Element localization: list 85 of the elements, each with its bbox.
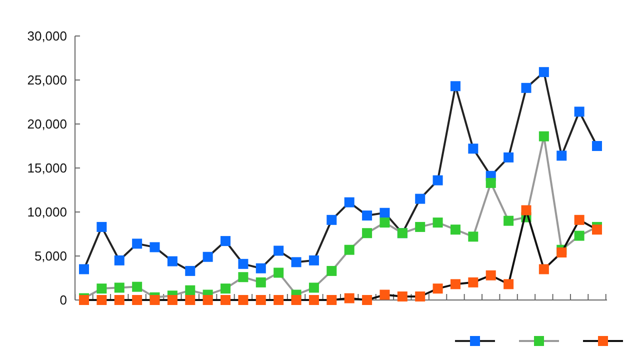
point	[468, 232, 478, 242]
point	[432, 218, 443, 228]
point	[556, 247, 567, 258]
point	[256, 263, 266, 274]
point	[504, 216, 514, 226]
y-tick-label: 30,000	[27, 28, 67, 44]
point	[238, 295, 248, 305]
point	[450, 279, 460, 290]
point	[150, 295, 160, 305]
point	[450, 224, 460, 235]
point	[202, 295, 213, 305]
point	[574, 214, 584, 225]
point	[468, 277, 478, 288]
point	[362, 228, 372, 238]
point	[380, 208, 390, 218]
point	[432, 175, 443, 186]
point	[362, 210, 372, 221]
point	[521, 82, 532, 93]
point	[468, 144, 478, 154]
point	[380, 290, 390, 300]
point	[114, 295, 124, 305]
point	[114, 282, 124, 293]
point	[556, 150, 567, 161]
point	[574, 230, 584, 241]
point	[308, 295, 319, 305]
point	[415, 222, 426, 232]
point	[220, 284, 231, 294]
point	[432, 284, 443, 294]
point	[185, 295, 196, 305]
y-tick-label: 0	[60, 292, 67, 308]
point	[362, 295, 372, 305]
point	[397, 291, 408, 302]
y-tick-label: 15,000	[27, 160, 67, 176]
y-tick-label: 5,000	[34, 248, 67, 264]
point	[132, 238, 142, 249]
point	[344, 244, 354, 255]
point	[574, 106, 584, 117]
point	[486, 270, 496, 280]
point	[344, 293, 354, 304]
y-tick-label: 20,000	[27, 116, 67, 132]
point	[96, 295, 107, 305]
point	[450, 81, 460, 92]
point	[167, 256, 178, 266]
point	[150, 242, 160, 252]
point	[592, 224, 602, 235]
point	[326, 266, 337, 276]
point	[308, 282, 319, 293]
y-tick-label: 25,000	[27, 72, 67, 88]
point	[238, 272, 248, 282]
point	[308, 255, 319, 266]
point	[202, 252, 213, 262]
point	[504, 152, 514, 162]
point	[256, 277, 266, 288]
point	[538, 131, 549, 142]
point	[415, 291, 426, 302]
point	[538, 264, 549, 274]
point	[167, 295, 178, 305]
point	[238, 258, 248, 269]
point	[114, 255, 124, 266]
point	[96, 284, 107, 294]
point	[291, 295, 302, 305]
point	[132, 282, 142, 292]
point	[274, 268, 284, 278]
point	[538, 67, 549, 78]
point	[504, 279, 514, 290]
y-tick-label: 10,000	[27, 204, 67, 220]
point	[326, 214, 337, 225]
point	[274, 246, 284, 256]
point	[592, 141, 602, 151]
point	[274, 295, 284, 305]
point	[132, 295, 142, 305]
point	[291, 257, 302, 268]
point	[185, 266, 196, 276]
point	[344, 197, 354, 208]
point	[521, 205, 532, 216]
point	[220, 236, 231, 246]
point	[96, 222, 107, 232]
point	[486, 178, 496, 188]
point	[326, 295, 337, 305]
point	[380, 218, 390, 228]
point	[185, 285, 196, 296]
point	[79, 264, 89, 274]
point	[220, 295, 231, 305]
point	[415, 194, 426, 204]
point	[256, 295, 266, 305]
